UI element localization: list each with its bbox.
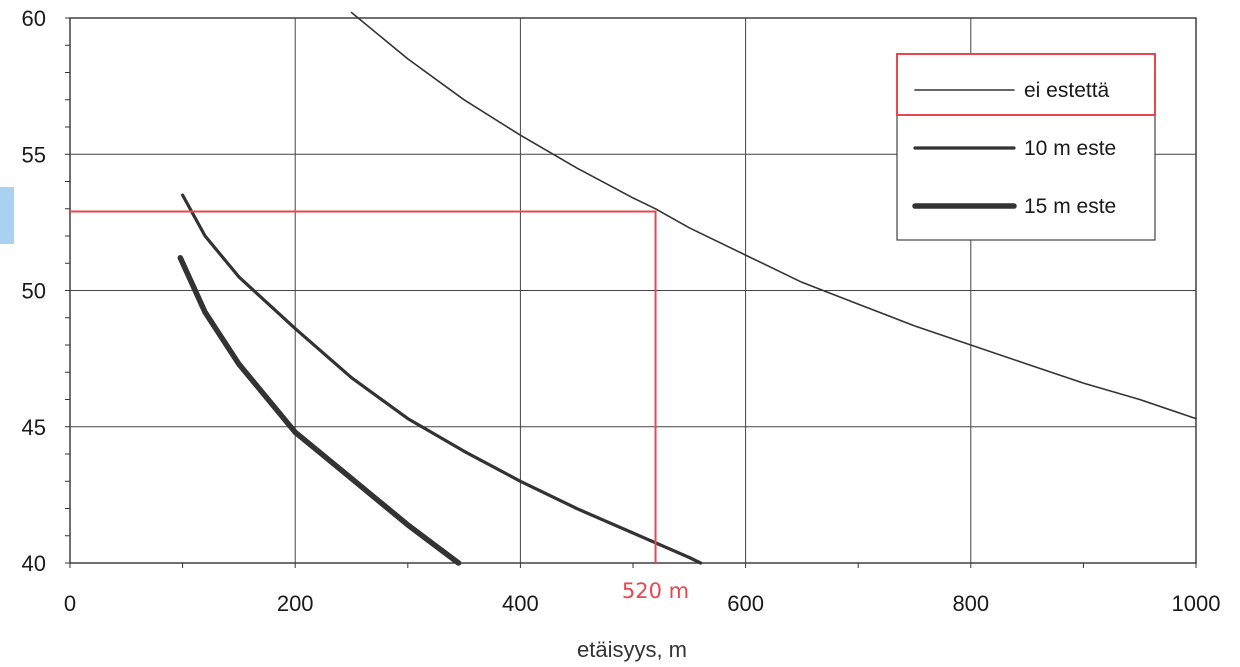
y-tick-label: 45 — [22, 415, 46, 440]
annotation: 520 m — [70, 210, 689, 603]
series-lines — [177, 11, 1197, 566]
axes: 0 200 400 600 800 1000 40 45 50 55 60 — [22, 6, 1221, 616]
series-line — [177, 255, 462, 566]
series-line — [350, 11, 1197, 420]
x-tick-label: 1000 — [1172, 591, 1221, 616]
y-tick-label: 40 — [22, 551, 46, 576]
y-tick-label: 50 — [22, 279, 46, 304]
x-axis-label: etäisyys, m — [577, 637, 687, 662]
legend-highlight-box — [896, 53, 1156, 116]
x-tick-label: 800 — [952, 591, 989, 616]
legend-label: 15 m este — [1024, 195, 1116, 218]
annotation-guide-line — [70, 210, 657, 563]
x-tick-label: 400 — [502, 591, 539, 616]
y-tick-label: 60 — [22, 6, 46, 31]
y-tick-label: 55 — [22, 142, 46, 167]
x-tick-label: 0 — [64, 591, 76, 616]
legend-label: ei estettä — [1024, 79, 1110, 102]
legend: ei estettä 10 m este 15 m este — [896, 53, 1156, 241]
side-tab-marker — [0, 187, 14, 244]
annotation-label: 520 m — [622, 579, 689, 603]
x-tick-label: 600 — [727, 591, 764, 616]
x-tick-label: 200 — [277, 591, 314, 616]
legend-label: 10 m este — [1024, 137, 1116, 160]
series-line — [181, 193, 703, 565]
